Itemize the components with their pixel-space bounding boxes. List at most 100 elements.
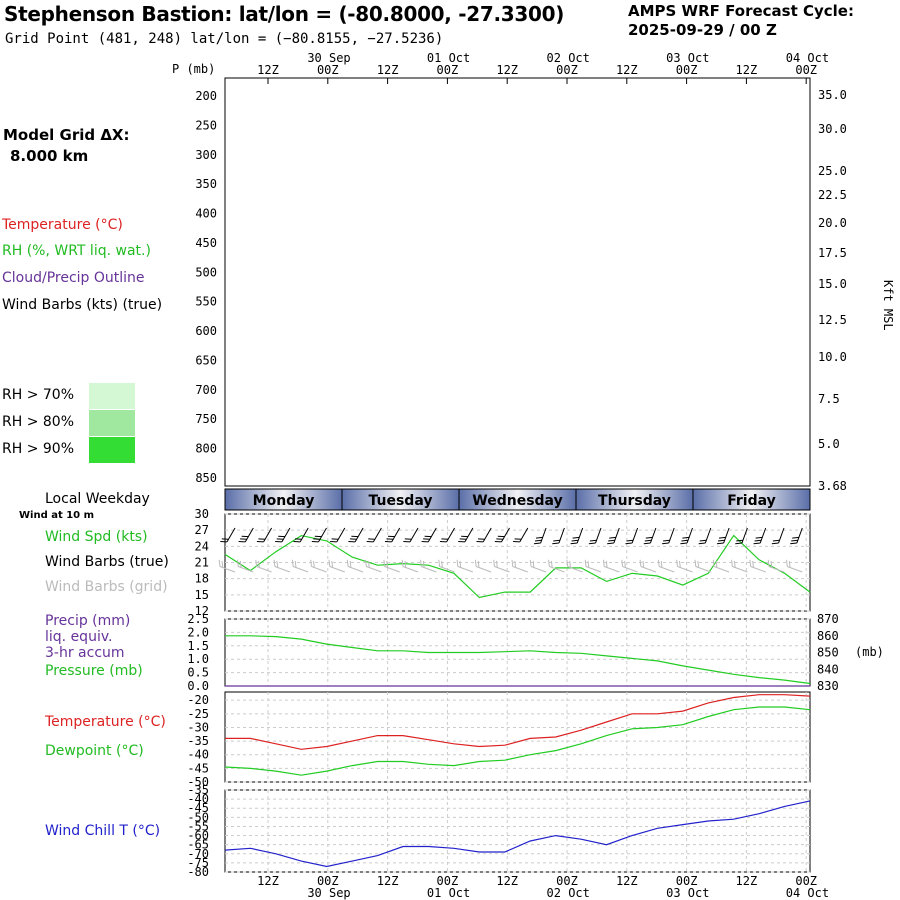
barb-feather — [294, 538, 302, 540]
barb-feather — [218, 297, 222, 303]
wind-barb-true — [643, 527, 657, 545]
windchill-panel-tick-label: -75 — [187, 856, 209, 870]
forecast-cycle-label: AMPS WRF Forecast Cycle: — [628, 2, 854, 20]
barb-feather — [423, 538, 430, 540]
barb-feather — [681, 539, 689, 542]
wind-barb-true — [753, 527, 767, 545]
barb-feather — [293, 540, 301, 543]
precip-panel-tick-label: 1.5 — [187, 639, 209, 653]
barb-feather — [513, 540, 520, 543]
barb-feather — [273, 559, 276, 567]
barb-feather — [587, 560, 590, 568]
barb-feather — [682, 536, 690, 539]
barb-feather — [570, 542, 578, 545]
barb-feather — [331, 538, 339, 540]
precip-panel-tick-label: 2.5 — [187, 612, 209, 626]
barb-feather — [625, 542, 633, 545]
barb-feather — [477, 560, 480, 568]
pressure-tick-label: 650 — [195, 353, 217, 367]
barb-feather — [218, 437, 222, 443]
wind-barb-true — [662, 527, 675, 545]
barb-feather — [221, 176, 224, 182]
precip-panel-frame — [224, 618, 811, 687]
barb-feather — [718, 536, 726, 539]
barb-feather — [584, 559, 587, 567]
bottom-date-label: 04 Oct — [786, 886, 829, 900]
wind-barb-true — [625, 527, 639, 545]
legend-rh80-label: RH > 80% — [2, 414, 75, 430]
wind-barb-true — [513, 527, 529, 543]
barb-feather — [534, 539, 542, 542]
legend-precip-accum: 3-hr accum — [45, 645, 125, 661]
wind-barb-grid — [786, 559, 803, 573]
top-date-label: 03 Oct — [666, 51, 709, 65]
altitude-tick-label: 25.0 — [818, 164, 847, 178]
barb-feather — [533, 542, 541, 545]
barb-feather — [621, 559, 624, 567]
barb-feather — [717, 539, 725, 542]
pressure-tick-label-right: 850 — [817, 646, 839, 660]
temperature-panel-tick-label: -50 — [187, 775, 209, 789]
barb-feather — [218, 129, 221, 135]
legend-rh90-label: RH > 90% — [2, 441, 75, 457]
page-title: Stephenson Bastion: lat/lon = (-80.8000,… — [4, 2, 565, 26]
barb-feather — [218, 203, 222, 209]
barb-feather — [735, 542, 742, 545]
barb-feather — [767, 559, 770, 567]
barb-feather — [589, 539, 597, 542]
barb-feather — [420, 559, 422, 567]
barb-feather — [404, 560, 407, 568]
barb-feather — [441, 538, 449, 540]
wind-barb-true — [716, 527, 730, 545]
wind-panel-title: Wind at 10 m — [19, 510, 95, 521]
legend-temp-series: Temperature (°C) — [45, 714, 166, 730]
wind-barb-true — [570, 527, 584, 545]
bottom-date-label: 03 Oct — [666, 886, 709, 900]
pressure-tick-label: 850 — [195, 471, 217, 485]
barb-feather — [221, 470, 225, 476]
wind-barb-grid — [291, 559, 309, 573]
barb-feather — [218, 559, 221, 567]
barb-feather — [218, 189, 222, 195]
pressure-tick-label-right: 830 — [817, 679, 839, 693]
wind-barb-true — [220, 527, 236, 543]
wind-barb-true — [330, 527, 346, 543]
weekday-cell — [692, 488, 811, 511]
legend-rh70-label: RH > 70% — [2, 387, 75, 403]
barb-feather — [240, 538, 247, 540]
barb-feather — [218, 142, 222, 148]
wind-barb-grid — [694, 559, 711, 573]
barb-feather — [458, 540, 465, 543]
barb-feather — [294, 560, 297, 568]
barb-feather — [221, 377, 225, 383]
barb-feather — [218, 109, 222, 115]
windchill-panel-tick-label: -55 — [187, 819, 209, 833]
temperature-panel-tick-label: -45 — [187, 761, 209, 775]
barb-feather — [550, 560, 553, 568]
pressure-tick-label-right: 840 — [817, 662, 839, 676]
wind-barb-grid — [566, 559, 583, 573]
barb-feather — [572, 536, 580, 539]
barb-feather — [749, 559, 752, 567]
legend-pressure: Pressure (mb) — [45, 663, 143, 679]
wind-barb-grid — [255, 559, 272, 573]
legend-dewpoint-series: Dewpoint (°C) — [45, 743, 144, 759]
wind-barb-grid — [383, 559, 400, 573]
temperature-line — [225, 694, 811, 750]
barb-feather — [221, 222, 224, 228]
barb-feather — [218, 269, 221, 275]
wind-barb-true — [607, 527, 620, 545]
wind-barb-true — [348, 527, 364, 543]
bottom-hour-tick-label: 00Z — [556, 874, 578, 888]
barb-feather — [552, 542, 559, 545]
wind-barb-grid — [237, 559, 254, 573]
wind-barb-true — [275, 527, 291, 543]
barb-feather — [439, 540, 447, 543]
weekday-label: Local Weekday — [45, 491, 150, 507]
temperature-panel-frame — [224, 691, 811, 783]
weekday-label: Thursday — [598, 493, 671, 509]
top-hour-tick-label: 12Z — [616, 63, 638, 77]
wind-barb-grid — [511, 559, 528, 573]
pressure-tick-label: 700 — [195, 383, 217, 397]
barb-feather — [731, 559, 733, 567]
